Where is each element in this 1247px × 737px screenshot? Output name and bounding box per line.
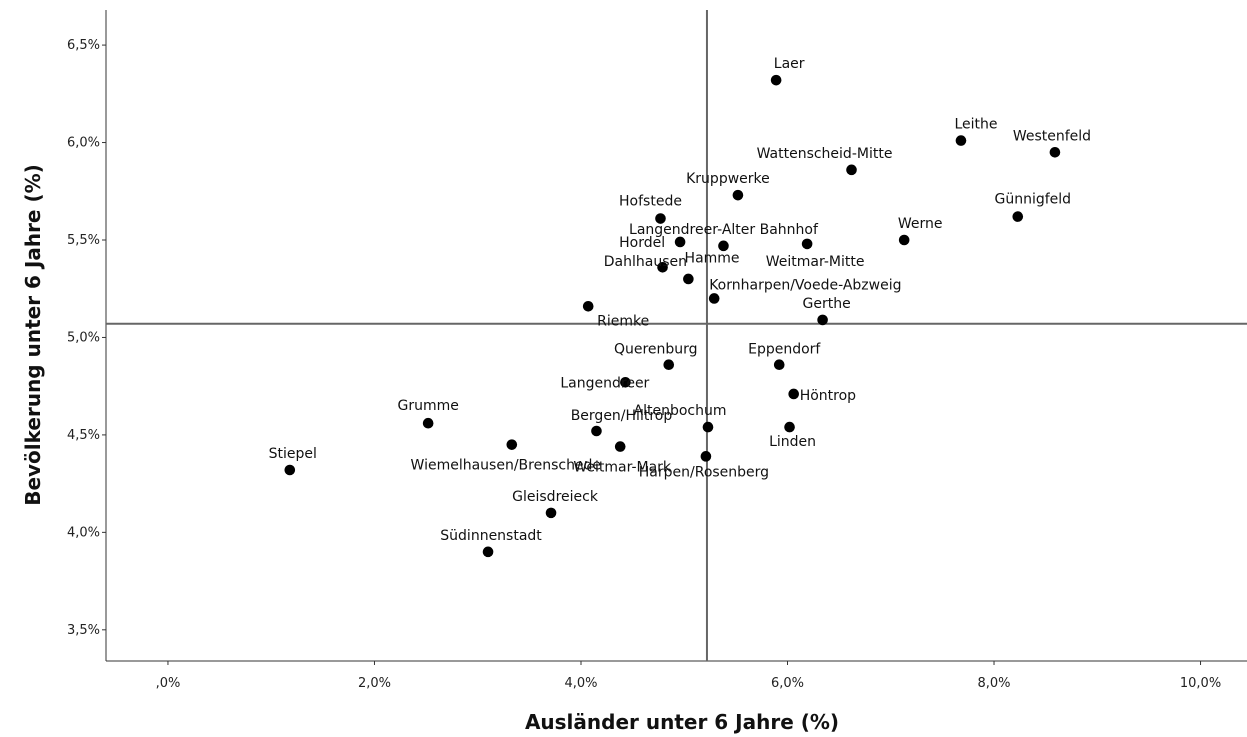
y-tick-label: 3,5% [67, 623, 100, 638]
x-axis-title: Ausländer unter 6 Jahre (%) [525, 710, 839, 734]
data-point [955, 135, 967, 146]
y-tick-label: 4,5% [67, 428, 100, 443]
point-label: Altenbochum [634, 403, 727, 419]
x-tick-label: 2,0% [358, 676, 391, 691]
data-point [422, 417, 434, 429]
data-point [655, 213, 666, 224]
data-point [700, 451, 712, 462]
point-label: Riemke [597, 313, 649, 329]
point-label: Stiepel [269, 446, 317, 462]
data-point [284, 464, 296, 476]
y-axis: 3,5% 4,0% 4,5% 5,0% 5,5% 6,0% 6,5% [67, 10, 107, 661]
data-point [620, 376, 631, 388]
plot-area [106, 10, 1247, 661]
data-point [784, 421, 795, 433]
point-label: Wiemelhausen/Brenschede [411, 458, 602, 474]
point-label: Dahlhausen [604, 254, 687, 270]
data-point [582, 300, 594, 312]
y-tick-label: 5,0% [67, 330, 100, 345]
x-tick-label: 10,0% [1180, 676, 1221, 691]
data-point [846, 164, 857, 176]
point-label: Linden [769, 434, 816, 450]
point-label: Laer [774, 56, 805, 72]
point-label: Westenfeld [1013, 128, 1091, 144]
data-point [657, 261, 668, 273]
x-tick-label: 6,0% [771, 676, 804, 691]
data-point [674, 236, 686, 248]
data-point [1012, 211, 1024, 222]
x-tick-label: ,0% [156, 676, 181, 691]
data-point [788, 388, 799, 400]
data-point [801, 238, 813, 250]
point-label: Kruppwerke [686, 171, 770, 187]
data-point [506, 439, 518, 450]
y-tick-label: 5,5% [67, 233, 100, 248]
point-label: Gerthe [803, 296, 851, 312]
data-point [614, 441, 626, 452]
data-point [482, 546, 494, 558]
point-labels: Laer Leithe Westenfeld Wattenscheid-Mitte Kr… [269, 56, 1091, 544]
point-label: Kornharpen/Voede-Abzweig [709, 277, 901, 293]
reference-lines [106, 10, 1247, 661]
point-label: Eppendorf [748, 342, 821, 358]
point-label: Hofstede [619, 194, 682, 210]
point-label: Gleisdreieck [512, 489, 599, 505]
point-label: Weitmar-Mark [573, 460, 672, 476]
x-axis: ,0% 2,0% 4,0% 6,0% 8,0% 10,0% [106, 660, 1247, 691]
point-label: Weitmar-Mitte [766, 254, 865, 270]
point-label: Werne [898, 216, 943, 232]
point-label: Hamme [685, 250, 740, 266]
point-label: Bergen/Hiltrop [571, 408, 673, 424]
point-label: Hordel [619, 235, 665, 251]
data-point [591, 425, 602, 437]
y-tick-label: 6,0% [67, 136, 100, 151]
point-label: Wattenscheid-Mitte [757, 146, 893, 162]
x-tick-label: 4,0% [564, 676, 597, 691]
data-point [683, 273, 694, 285]
data-point [702, 421, 714, 433]
data-point [1049, 146, 1061, 158]
point-label: Grumme [397, 398, 458, 414]
data-point [732, 189, 744, 201]
point-label: Südinnenstadt [440, 528, 542, 544]
y-axis-title: Bevölkerung unter 6 Jahre (%) [21, 164, 45, 506]
data-point [770, 74, 782, 86]
point-label: Langendreer [560, 375, 649, 391]
data-point [817, 314, 828, 326]
point-label: Leithe [954, 117, 997, 133]
point-label: Harpen/Rosenberg [639, 464, 769, 480]
point-label: Günnigfeld [994, 192, 1071, 208]
data-points [284, 74, 1061, 558]
data-point [898, 234, 910, 246]
data-point [773, 359, 785, 371]
data-point [708, 293, 720, 304]
x-tick-label: 8,0% [978, 676, 1011, 691]
data-point [545, 507, 557, 519]
point-label: Querenburg [614, 342, 698, 358]
data-point [663, 359, 675, 371]
point-label: Langendreer-Alter Bahnhof [629, 222, 819, 238]
point-label: Höntrop [800, 388, 856, 404]
data-point [718, 240, 729, 252]
y-tick-label: 6,5% [67, 38, 100, 53]
y-tick-label: 4,0% [67, 525, 100, 540]
